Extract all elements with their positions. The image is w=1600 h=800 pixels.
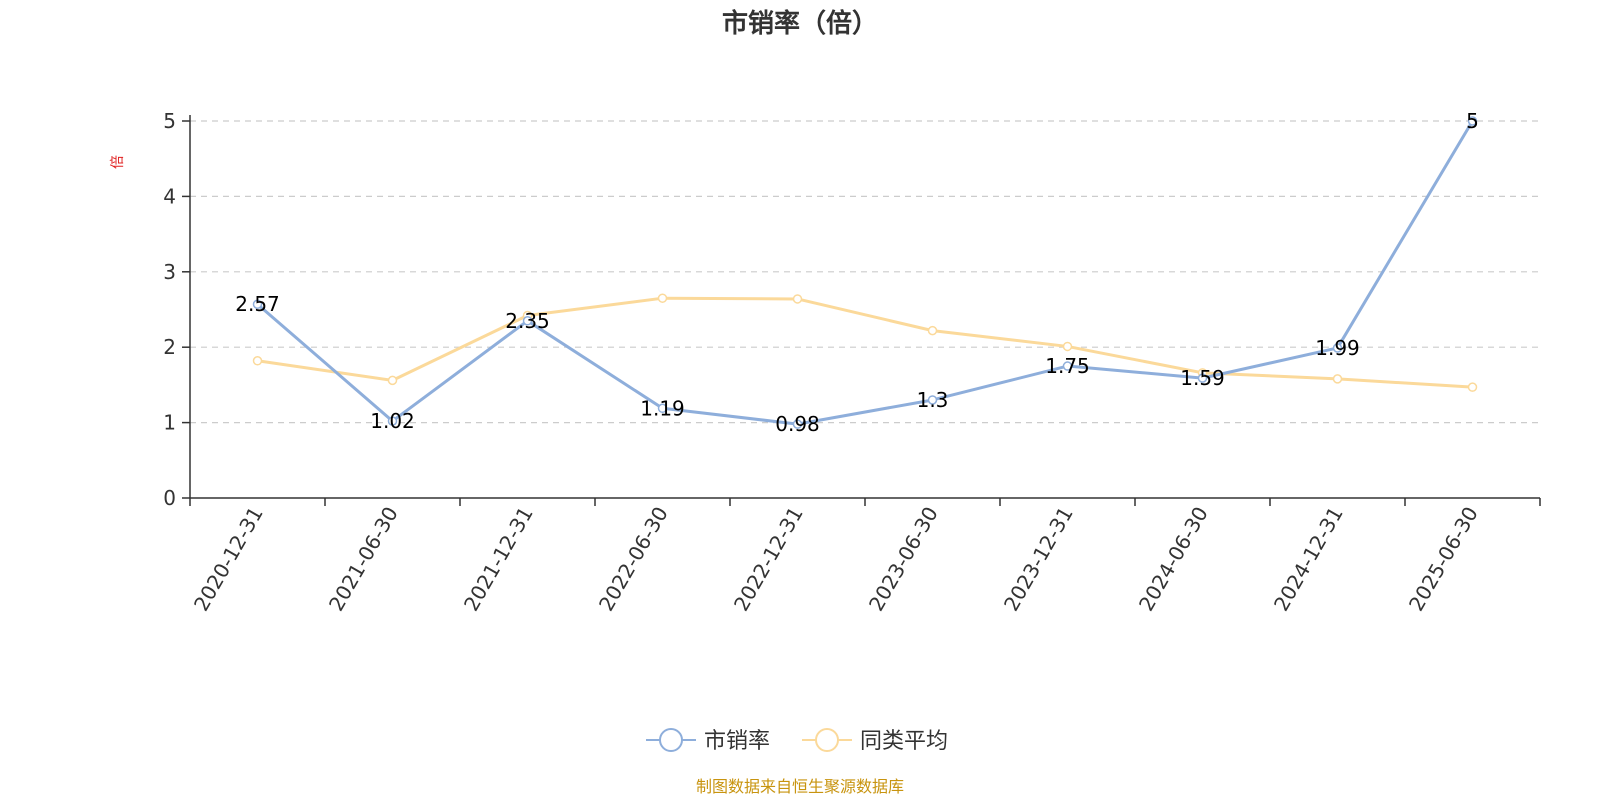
data-point [252,356,263,366]
y-tick-label: 4 [163,184,176,208]
data-point [1332,374,1343,384]
y-tick-label: 5 [163,109,176,133]
data-label: 0.98 [775,412,820,436]
data-label: 1.59 [1180,366,1225,390]
y-tick-label: 3 [163,260,176,284]
x-tick-label: 2025-06-30 [1404,503,1483,616]
x-tick-label: 2021-06-30 [324,503,403,616]
data-point [252,299,263,309]
x-tick-label: 2022-06-30 [594,503,673,616]
y-axis-label: 倍 [110,155,126,169]
chart-title: 市销率（倍） [722,8,878,39]
data-label: 1.02 [370,409,415,433]
data-point [522,316,533,326]
data-point [1197,373,1208,383]
legend-label: 市销率 [704,729,770,754]
data-point [792,419,803,429]
data-point [657,293,668,303]
data-point [387,375,398,386]
x-tick-label: 2021-12-31 [459,503,538,616]
data-label: 2.35 [505,309,550,333]
series-line [256,120,1474,426]
data-point [792,294,803,304]
legend: 市销率 同类平均 [646,728,948,754]
grid-lines [190,120,1540,424]
data-labels: 2.57 1.02 2.35 1.19 0.98 1.3 1.75 1.59 1.99 5 [235,109,1479,436]
data-label: 5 [1466,109,1479,133]
axes: 0 1 2 3 4 5 2020-12-31 2021-06-30 2021-12-31 2022… [163,109,1541,616]
series-line [257,296,1473,389]
data-label: 1.3 [917,388,949,412]
legend-circle-symbol [659,728,683,752]
x-tick-label: 2024-12-31 [1269,503,1348,616]
data-point [927,395,938,405]
x-tick-label: 2023-06-30 [864,503,943,616]
source-note: 制图数据来自恒生聚源数据库 [696,777,904,796]
data-point [657,403,668,414]
x-tick-label: 2020-12-31 [189,503,268,616]
x-tick-label: 2022-12-31 [729,503,808,616]
data-point [1062,341,1073,352]
x-tick-label: 2023-12-31 [999,503,1078,616]
y-tick-label: 0 [163,486,176,510]
data-label: 1.99 [1315,336,1360,360]
y-tick-label: 1 [163,411,176,435]
x-tick-label: 2024-06-30 [1134,503,1213,616]
legend-circle-symbol [815,728,839,752]
legend-label: 同类平均 [860,729,948,754]
data-point [927,325,938,336]
y-tick-label: 2 [163,335,176,359]
data-point [1332,343,1343,353]
data-point [1467,382,1478,392]
data-label: 1.19 [640,396,685,420]
data-label: 1.75 [1045,354,1090,378]
data-point [1062,361,1073,371]
data-point [1467,116,1478,126]
series-lines [252,116,1478,429]
data-label: 2.57 [235,292,280,316]
data-point [387,416,398,426]
